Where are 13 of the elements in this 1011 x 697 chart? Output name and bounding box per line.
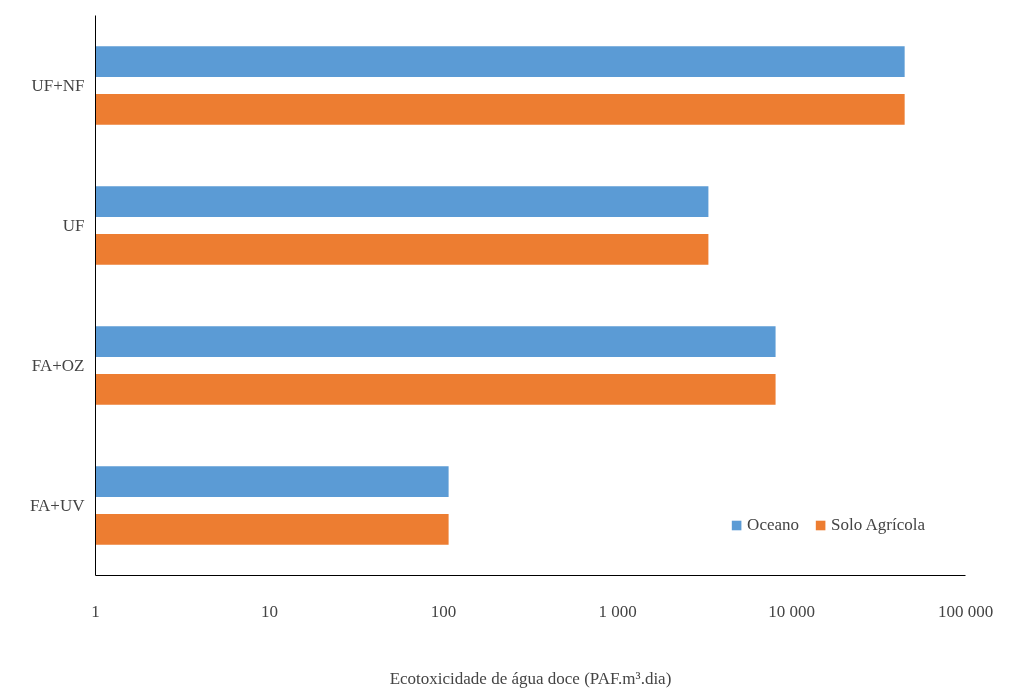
- legend-label: Oceano: [747, 515, 800, 535]
- y-tick-label: FA+UV: [29, 496, 86, 515]
- x-tick-label: 100 000: [937, 601, 994, 621]
- legend-label: Solo Agrícola: [831, 515, 925, 535]
- x-tick-label: 100: [430, 601, 457, 621]
- y-tick-label: FA+OZ: [31, 356, 85, 375]
- x-tick-label: 1 000: [598, 601, 637, 621]
- x-tick-label: 10 000: [768, 601, 815, 621]
- y-tick-label: UF: [62, 216, 85, 235]
- x-axis-title: Ecotoxicidade de água doce (PAF.m³.dia): [389, 668, 672, 688]
- x-tick-label: 10: [261, 601, 278, 621]
- x-tick-label: 1: [91, 601, 100, 621]
- y-tick-label: UF+NF: [31, 76, 85, 95]
